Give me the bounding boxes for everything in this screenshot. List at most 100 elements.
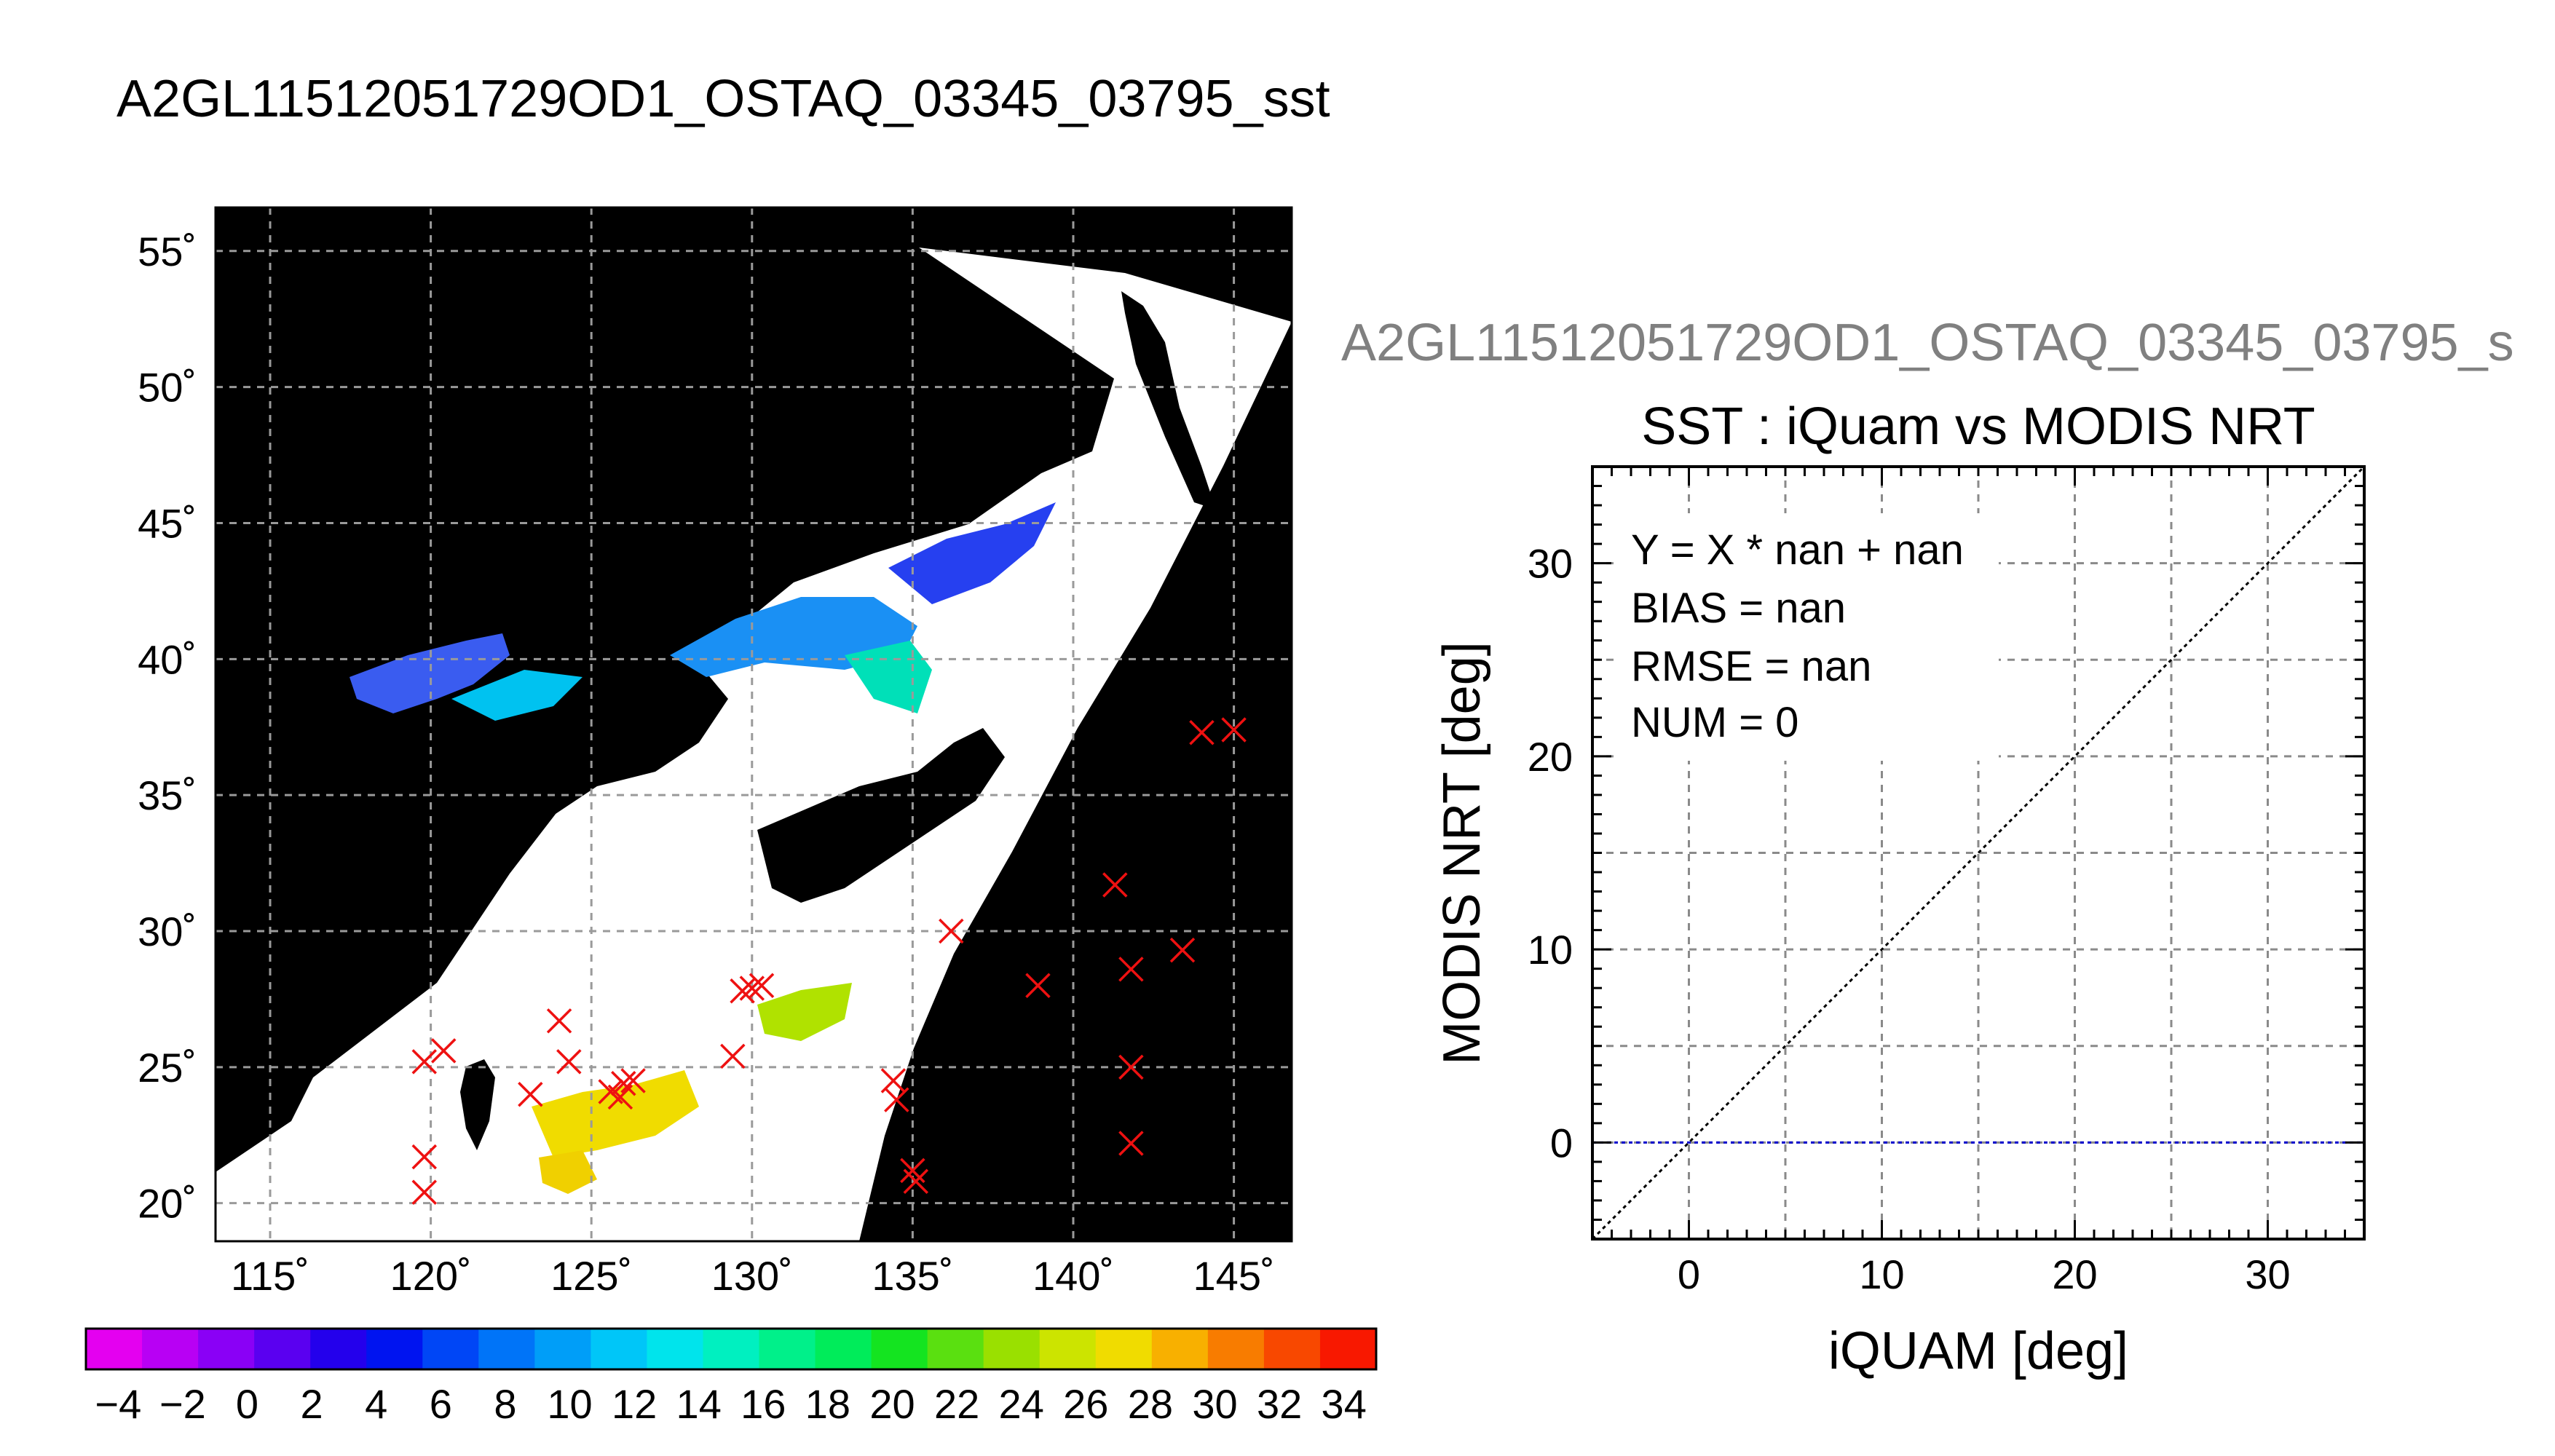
colorbar-cell	[198, 1329, 255, 1369]
colorbar-label: 2	[301, 1381, 323, 1427]
colorbar-label: 10	[547, 1381, 592, 1427]
colorbar-cell	[1151, 1329, 1209, 1369]
colorbar-label: 12	[612, 1381, 657, 1427]
colorbar-cell	[983, 1329, 1040, 1369]
stat-rmse: RMSE = nan	[1631, 643, 1871, 690]
colorbar-label: 0	[236, 1381, 258, 1427]
sst-yellow-sea	[451, 670, 583, 721]
colorbar-cell	[1095, 1329, 1153, 1369]
colorbar-label: 8	[494, 1381, 516, 1427]
map-frame	[214, 206, 1293, 1243]
colorbar-cell	[366, 1329, 423, 1369]
colorbar-frame	[84, 1327, 1378, 1371]
sst-map: 55˚ 50˚ 45˚ 40˚ 35˚ 30˚ 25˚ 20˚ 115˚ 120˚ 125˚ 130…	[138, 206, 1293, 1299]
map-lat-label: 35˚	[138, 772, 197, 818]
reference-lines	[1592, 467, 2364, 1239]
land-korea-china	[216, 626, 728, 1077]
buoy-marker	[1118, 1131, 1144, 1156]
buoy-marker	[1169, 937, 1196, 963]
colorbar-label: 24	[999, 1381, 1044, 1427]
buoy-marker	[1102, 872, 1128, 898]
colorbar-cell	[591, 1329, 647, 1369]
map-lon-label: 120˚	[390, 1253, 472, 1299]
colorbar-label: 6	[430, 1381, 452, 1427]
sst-sea-of-japan-north	[888, 502, 1056, 604]
chart-title: SST : iQuam vs MODIS NRT	[1641, 397, 2315, 456]
sst-south-patch	[539, 1150, 597, 1194]
x-tick-label: 20	[2052, 1251, 2097, 1297]
buoy-marker	[607, 1084, 633, 1110]
colorbar-label: 4	[365, 1381, 387, 1427]
buoy-marker	[884, 1087, 909, 1112]
y-tick-label: 20	[1528, 734, 1573, 780]
sst-okinawa	[532, 1070, 699, 1158]
buoy-marker	[939, 918, 964, 944]
map-lat-labels: 55˚ 50˚ 45˚ 40˚ 35˚ 30˚ 25˚ 20˚	[138, 229, 197, 1227]
colorbar-label: 30	[1192, 1381, 1237, 1427]
stats-box	[1620, 513, 1999, 761]
colorbar-label: 18	[805, 1381, 850, 1427]
colorbar-label: 34	[1322, 1381, 1367, 1427]
buoy-marker	[411, 1049, 438, 1075]
land-sakhalin	[1121, 291, 1216, 510]
colorbar-cell	[815, 1329, 872, 1369]
y-tick-labels: 0 10 20 30	[1528, 541, 1573, 1166]
sst-colorbar: −4 −2 0 2 4 6 8 10 12 14 16 18 20 22 24 26 28 30 32 34	[84, 1327, 1378, 1427]
colorbar-label: −4	[95, 1381, 141, 1427]
sst-east-china-sea	[757, 983, 852, 1041]
buoy-marker	[411, 1179, 438, 1205]
buoy-marker	[518, 1081, 543, 1107]
colorbar-cell	[534, 1329, 591, 1369]
buoy-marker	[1118, 1054, 1144, 1080]
stat-num: NUM = 0	[1631, 699, 1798, 746]
buoy-markers	[411, 717, 1247, 1205]
buoy-marker	[620, 1068, 646, 1093]
map-lon-label: 135˚	[872, 1253, 953, 1299]
colorbar-cell	[478, 1329, 535, 1369]
scatter-plot: SST : iQuam vs MODIS NRT 0 10 20 30 0 10 20 30…	[1433, 397, 2366, 1380]
colorbar-label: −2	[159, 1381, 206, 1427]
colorbar-label: 16	[741, 1381, 786, 1427]
map-lon-label: 140˚	[1032, 1253, 1114, 1299]
map-lat-label: 30˚	[138, 909, 197, 954]
x-tick-label: 30	[2245, 1251, 2290, 1297]
colorbar-cell	[254, 1329, 311, 1369]
buoy-marker	[431, 1038, 457, 1064]
buoy-marker	[546, 1008, 572, 1034]
y-tick-label: 0	[1550, 1120, 1573, 1166]
x-tick-label: 10	[1859, 1251, 1904, 1297]
x-tick-label: 0	[1678, 1251, 1700, 1297]
map-lat-label: 55˚	[138, 229, 197, 274]
x-axis-label: iQUAM [deg]	[1828, 1322, 2128, 1380]
buoy-marker	[739, 976, 765, 1001]
buoy-marker	[720, 1043, 746, 1069]
colorbar-cell	[759, 1329, 816, 1369]
buoy-marker	[1025, 973, 1051, 998]
colorbar-label: 28	[1128, 1381, 1173, 1427]
colorbar-cell	[142, 1329, 199, 1369]
map-lon-label: 130˚	[711, 1253, 793, 1299]
buoy-marker	[1221, 717, 1247, 743]
colorbar-label: 26	[1063, 1381, 1108, 1427]
colorbar-cell	[1263, 1329, 1321, 1369]
figure-title: A2GL11512051729OD1_OSTAQ_03345_03795_sst	[117, 70, 1330, 128]
colorbar-cell	[1319, 1329, 1377, 1369]
buoy-marker	[730, 978, 755, 1004]
colorbar-cell	[86, 1329, 143, 1369]
scatter-file-title: A2GL11512051729OD1_OSTAQ_03345_03795_s	[1341, 314, 2514, 372]
x-tick-labels: 0 10 20 30	[1678, 1251, 2291, 1297]
stat-bias: BIAS = nan	[1631, 585, 1846, 632]
map-lon-label: 145˚	[1193, 1253, 1275, 1299]
y-axis-label: MODIS NRT [deg]	[1433, 641, 1491, 1065]
buoy-marker	[903, 1168, 929, 1195]
map-lat-label: 45˚	[138, 500, 197, 546]
buoy-marker	[749, 973, 775, 998]
buoy-marker	[411, 1144, 438, 1170]
colorbar-cell	[703, 1329, 760, 1369]
y-tick-label: 30	[1528, 541, 1573, 587]
land-taiwan	[460, 1059, 495, 1150]
stat-regression: Y = X * nan + nan	[1631, 526, 1964, 574]
map-lat-label: 50˚	[138, 365, 197, 411]
buoy-marker	[1189, 719, 1215, 745]
